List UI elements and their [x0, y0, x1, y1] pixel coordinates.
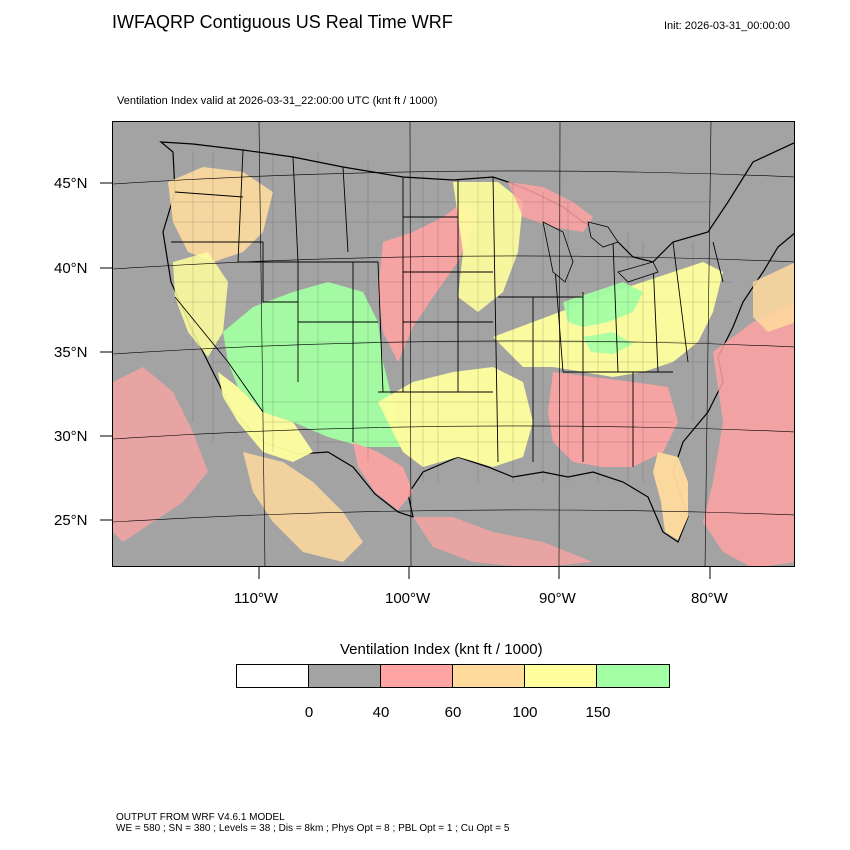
ventilation-map	[113, 122, 794, 566]
graticule	[113, 122, 794, 566]
region-pink-great-lakes	[508, 182, 593, 232]
plot-title: IWFAQRP Contiguous US Real Time WRF	[112, 12, 453, 32]
state-boundaries	[171, 149, 724, 467]
plot-subtitle: Ventilation Index valid at 2026-03-31_22…	[117, 95, 438, 107]
region-yellow-plains	[453, 182, 523, 312]
map-panel	[112, 121, 795, 567]
region-green-southwest	[223, 282, 403, 447]
region-orange-mexico	[243, 452, 363, 562]
region-pink-southeast	[548, 372, 678, 467]
lat-label-40: 40°N	[54, 260, 88, 277]
legend-swatch-0	[237, 665, 309, 687]
legend-tick-60: 60	[444, 704, 462, 721]
lat-label-35: 35°N	[54, 344, 88, 361]
region-orange-northwest	[168, 167, 273, 262]
legend-tick-150: 150	[585, 704, 611, 721]
lat-label-45: 45°N	[54, 175, 88, 192]
region-yellow-nevada	[173, 252, 228, 357]
lat-label-25: 25°N	[54, 512, 88, 529]
model-info-line2: WE = 580 ; SN = 380 ; Levels = 38 ; Dis …	[116, 823, 510, 834]
region-pink-atlantic	[703, 302, 794, 566]
legend-tick-0: 0	[304, 704, 314, 721]
great-lakes	[542, 221, 659, 283]
legend-swatch-1	[309, 665, 381, 687]
legend-title: Ventilation Index (knt ft / 1000)	[340, 641, 543, 658]
legend-tick-100: 100	[512, 704, 538, 721]
legend-swatch-3	[453, 665, 525, 687]
lon-label-80: 80°W	[691, 590, 728, 607]
county-boundaries	[173, 152, 733, 482]
region-pink-pacific	[113, 367, 208, 542]
lon-label-100: 100°W	[385, 590, 431, 607]
region-green-kentucky	[583, 332, 633, 354]
region-orange-atlantic	[753, 262, 794, 332]
region-yellow-southwest	[218, 372, 313, 462]
legend-swatch-4	[525, 665, 597, 687]
region-orange-florida	[653, 452, 688, 540]
lon-label-90: 90°W	[539, 590, 576, 607]
legend-tick-40: 40	[372, 704, 390, 721]
lon-label-110: 110°W	[234, 590, 279, 607]
legend-colorbar	[236, 664, 670, 688]
init-time: Init: 2026-03-31_00:00:00	[664, 20, 790, 32]
model-info-line1: OUTPUT FROM WRF V4.6.1 MODEL	[116, 812, 285, 823]
lat-label-30: 30°N	[54, 428, 88, 445]
legend-swatch-5	[597, 665, 669, 687]
legend-swatch-2	[381, 665, 453, 687]
region-pink-gulf	[413, 517, 593, 566]
